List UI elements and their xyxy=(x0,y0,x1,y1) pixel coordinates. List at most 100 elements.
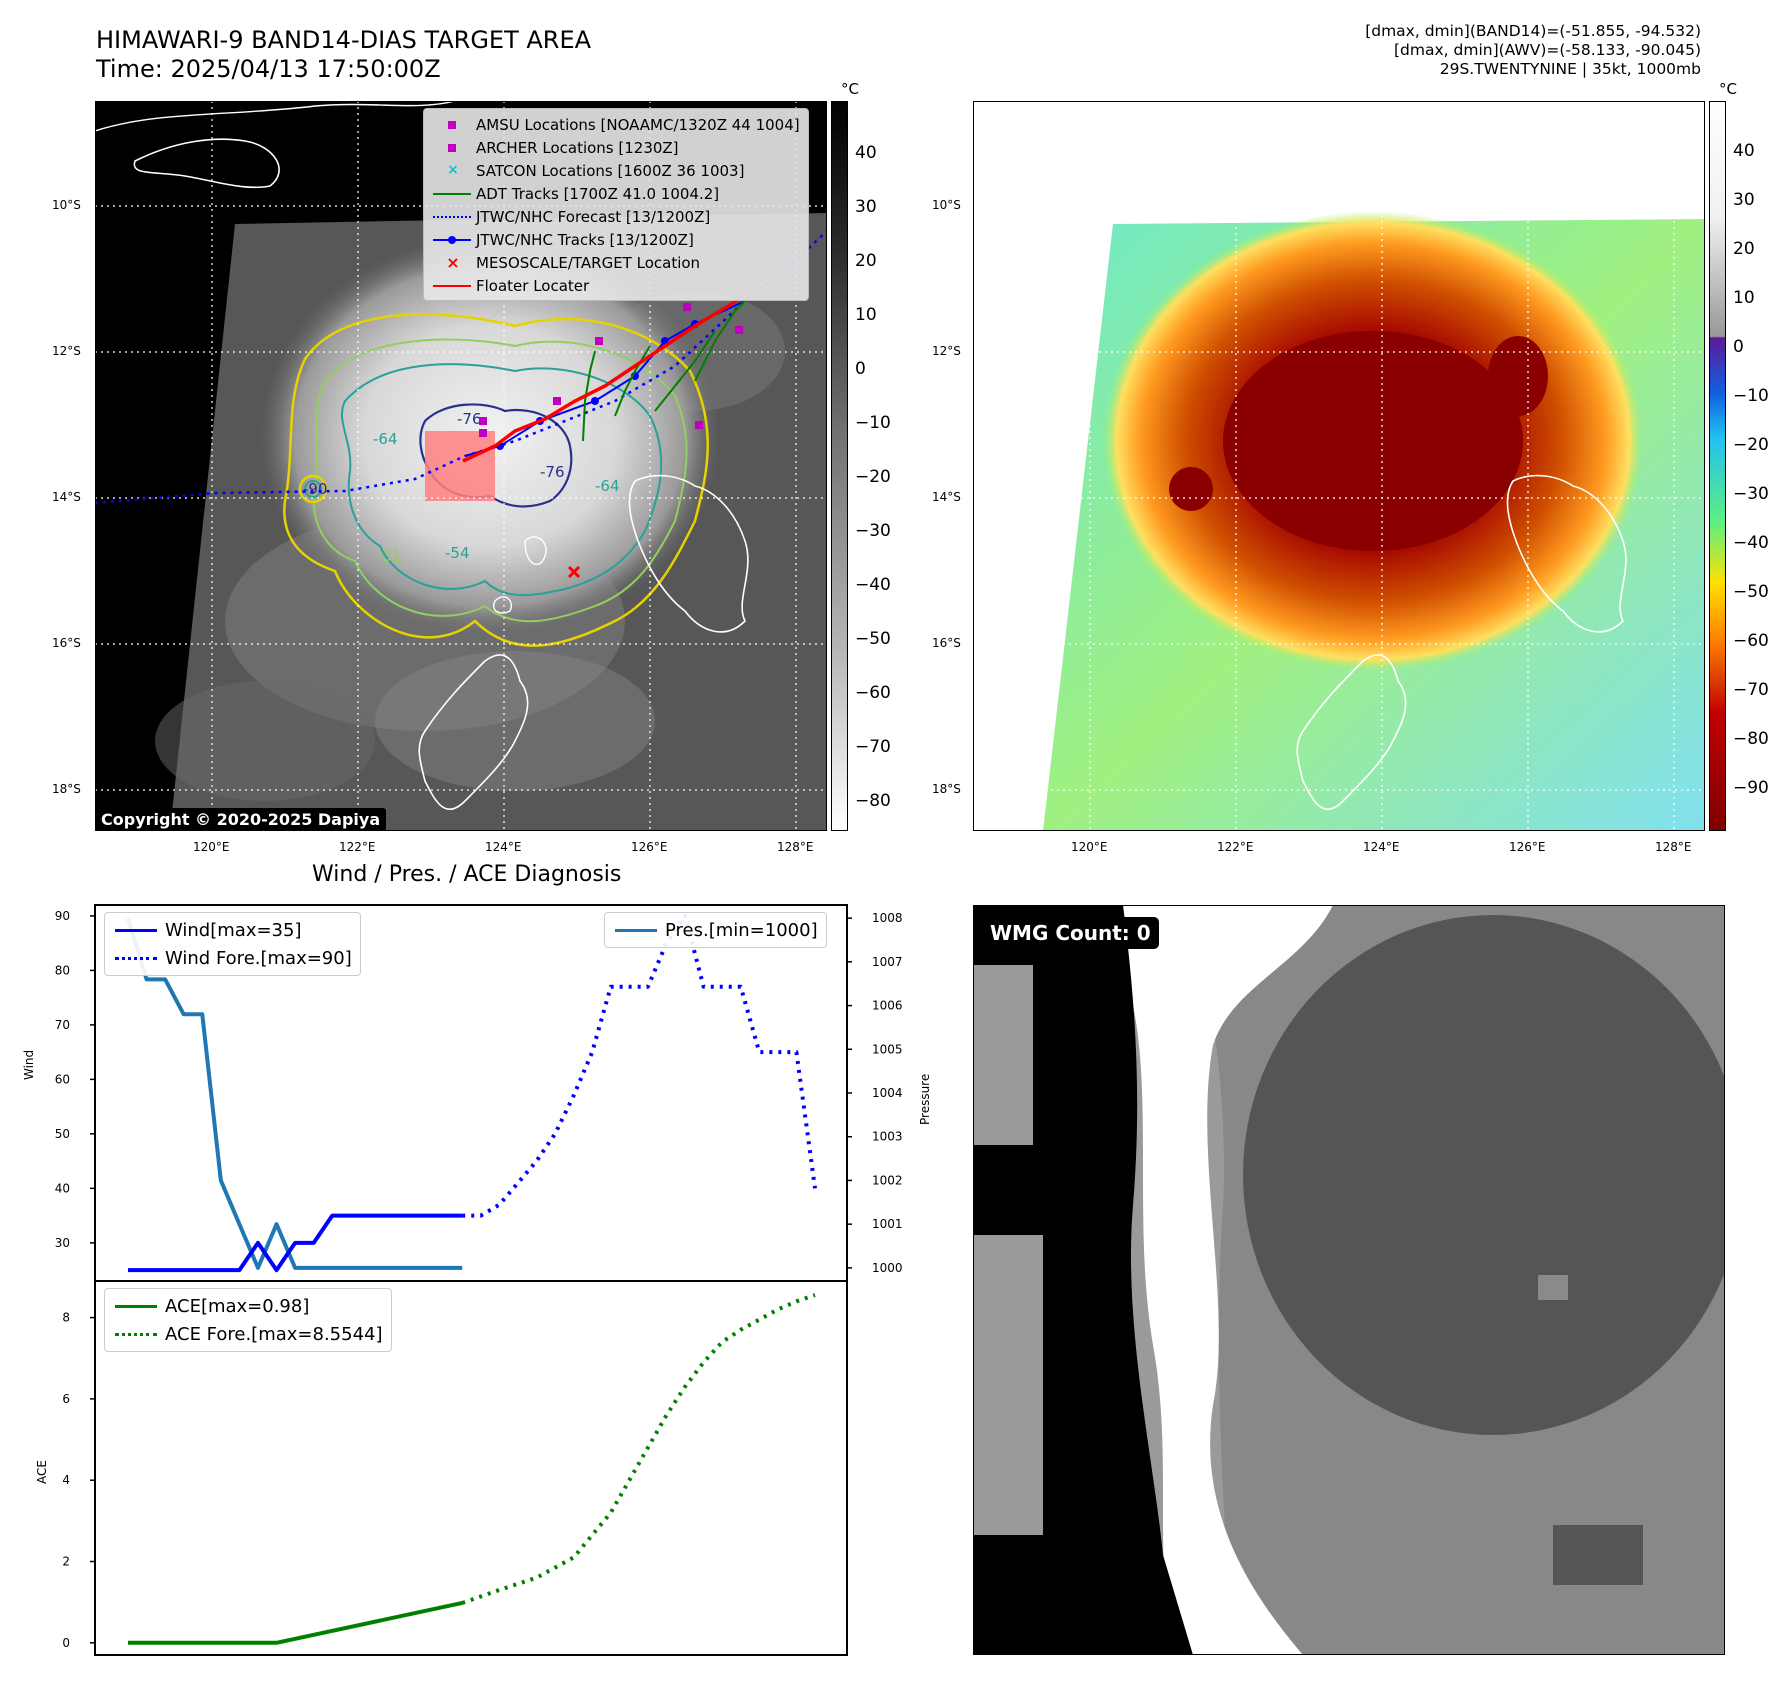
pres-tick-label: 1007 xyxy=(872,955,903,969)
wmg-svg xyxy=(973,905,1725,1655)
cb-tick: −40 xyxy=(855,575,891,595)
coastline-western-aus xyxy=(418,654,529,810)
awv-map xyxy=(973,101,1705,831)
ace-tick-label: 4 xyxy=(62,1473,70,1487)
diag-title: Wind / Pres. / ACE Diagnosis xyxy=(312,862,622,887)
legend-mesoscale: × MESOSCALE/TARGET Location xyxy=(446,253,701,272)
legend-jtwc-forecast: JTWC/NHC Forecast [13/1200Z] xyxy=(430,205,800,228)
wind-line xyxy=(128,1213,463,1273)
ace-tick-label: 0 xyxy=(62,1636,70,1650)
cb-tick: 0 xyxy=(855,359,866,379)
ace-tick-label: 6 xyxy=(62,1392,70,1406)
pres-tick-label: 1002 xyxy=(872,1173,903,1187)
awv-cold-core xyxy=(1223,331,1523,551)
pres-tick-label: 1006 xyxy=(872,999,903,1013)
wind-tick-label: 30 xyxy=(55,1236,70,1250)
lat-label: 18°S xyxy=(52,782,81,796)
cb-tick: −10 xyxy=(855,413,891,433)
figure-time: Time: 2025/04/13 17:50:00Z xyxy=(96,55,441,83)
target-box xyxy=(425,431,495,501)
cb-tick: −50 xyxy=(855,629,891,649)
pressure-line xyxy=(126,917,463,1270)
cb-tick: −60 xyxy=(855,683,891,703)
contour-teal xyxy=(340,363,663,597)
lat-label: 16°S xyxy=(932,636,961,650)
ace-legend: ACE[max=0.98] ACE Fore.[max=8.5544] xyxy=(104,1288,392,1352)
cb-tick: 40 xyxy=(855,143,877,163)
contour-label: -64 xyxy=(373,430,398,448)
ace-tick-label: 2 xyxy=(62,1555,70,1569)
pres-tick-label: 1001 xyxy=(872,1217,903,1231)
legend-wind-fore: Wind Fore.[max=90] xyxy=(111,944,352,972)
band14-map-svg: -64 -76 -76 -64 -54 -31 -90 xyxy=(95,101,827,831)
lat-label: 10°S xyxy=(932,198,961,212)
ace-line xyxy=(128,1601,463,1645)
lat-label: 12°S xyxy=(932,344,961,358)
lat-label: 18°S xyxy=(932,782,961,796)
pres-tick-label: 1008 xyxy=(872,911,903,925)
lon-label: 126°E xyxy=(631,840,668,854)
lon-label: 122°E xyxy=(339,840,376,854)
cb-tick: −10 xyxy=(1733,386,1769,406)
adt-tracks xyxy=(582,300,746,442)
lon-label: 120°E xyxy=(193,840,230,854)
contour-label: -90 xyxy=(303,480,328,498)
cb-tick: −60 xyxy=(1733,631,1769,651)
pres-tick-label: 1005 xyxy=(872,1042,903,1056)
mesoscale-target-marker xyxy=(567,565,581,579)
cb-tick: 30 xyxy=(1733,190,1755,210)
cb-tick: −80 xyxy=(855,791,891,811)
awv-map-svg xyxy=(973,101,1705,831)
ace-tick-label: 8 xyxy=(62,1311,70,1325)
copyright-label: Copyright © 2020-2025 Dapiya xyxy=(95,808,387,831)
cb-tick: 40 xyxy=(1733,141,1755,161)
colorbar-awv xyxy=(1709,101,1726,831)
floater-locater xyxy=(462,294,746,463)
coastline-kimberley xyxy=(628,474,749,633)
colorbar-awv-unit: °C xyxy=(1719,80,1737,98)
ace-forecast-line xyxy=(461,1293,816,1605)
cb-tick: −80 xyxy=(1733,729,1769,749)
cb-tick: 20 xyxy=(1733,239,1755,259)
lon-label: 120°E xyxy=(1071,840,1108,854)
info-band14: [dmax, dmin](BAND14)=(-51.855, -94.532) xyxy=(1365,22,1701,40)
pres-legend: Pres.[min=1000] xyxy=(604,912,827,948)
lon-label: 128°E xyxy=(1655,840,1692,854)
lon-label: 124°E xyxy=(1363,840,1400,854)
coastline-timor xyxy=(133,138,280,189)
wind-legend: Wind[max=35] Wind Fore.[max=90] xyxy=(104,912,361,976)
legend-jtwc-tracks: JTWC/NHC Tracks [13/1200Z] xyxy=(430,228,800,251)
contour-label: -31 xyxy=(377,547,402,565)
legend-amsu: AMSU Locations [NOAAMC/1320Z 44 1004] xyxy=(430,113,800,136)
cb-tick: 20 xyxy=(855,251,877,271)
legend-floater: Floater Locater xyxy=(430,274,800,297)
wind-tick-label: 80 xyxy=(55,963,70,977)
cb-tick: −30 xyxy=(1733,484,1769,504)
wmg-count-label: WMG Count: 0 xyxy=(982,917,1159,949)
lon-label: 126°E xyxy=(1509,840,1546,854)
ace-plot-frame xyxy=(94,1280,848,1656)
cb-tick: −90 xyxy=(1733,778,1769,798)
wind-tick-label: 90 xyxy=(55,909,70,923)
map-legend: AMSU Locations [NOAAMC/1320Z 44 1004] AR… xyxy=(423,108,809,301)
contour-yellow xyxy=(283,313,709,647)
cb-tick: 30 xyxy=(855,197,877,217)
legend-archer: ARCHER Locations [1230Z] xyxy=(430,136,800,159)
figure-title: HIMAWARI-9 BAND14-DIAS TARGET AREA xyxy=(96,26,592,54)
contour-label: -76 xyxy=(540,463,565,481)
pres-tick-label: 1004 xyxy=(872,1086,903,1100)
legend-adt: ADT Tracks [1700Z 41.0 1004.2] xyxy=(430,182,800,205)
wind-tick-label: 40 xyxy=(55,1181,70,1195)
legend-wind: Wind[max=35] xyxy=(111,916,352,944)
info-awv: [dmax, dmin](AWV)=(-58.133, -90.045) xyxy=(1394,41,1701,59)
band14-map: -64 -76 -76 -64 -54 -31 -90 Copyright © … xyxy=(95,101,827,831)
awv-grid xyxy=(973,101,1705,831)
wind-forecast-line xyxy=(462,913,817,1218)
lat-label: 12°S xyxy=(52,344,81,358)
cb-tick: −20 xyxy=(855,467,891,487)
lon-label: 122°E xyxy=(1217,840,1254,854)
jtwc-best-track xyxy=(464,300,746,457)
wmg-dark-region xyxy=(1243,915,1725,1435)
legend-ace: ACE[max=0.98] xyxy=(111,1292,383,1320)
